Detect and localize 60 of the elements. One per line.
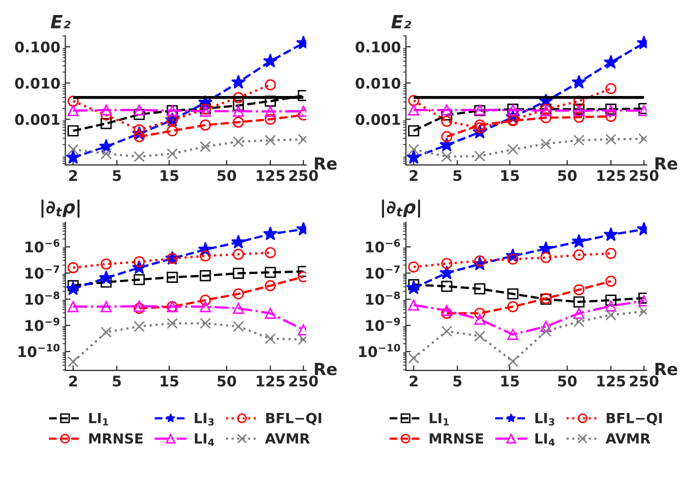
y-tick-label: 0.100 [15,41,60,53]
legend-label: LI$_{4}$ [535,433,555,446]
legend-label: LI$_{3}$ [535,413,554,426]
x-tick-label: 125 [597,170,626,182]
x-tick-label: 15 [160,170,178,182]
y-tick-label: 0.010 [15,78,60,89]
x-tick-label: 2 [410,170,418,181]
y-tick-label: 0.001 [15,114,60,125]
x-tick-label: 50 [218,376,236,387]
y-tick-label: 10$^{−10}$ [359,344,400,358]
x-tick-label: 50 [218,170,236,182]
y-tick-label: 10$^{−8}$ [366,291,400,305]
y-tick-label: 0.100 [356,41,400,53]
x-tick-label: 125 [597,376,626,387]
x-axis-title: Re [314,157,337,170]
legend-label: MRNSE [89,433,143,444]
x-tick-label: 50 [558,376,577,387]
y-axis-title: E₂ [50,15,71,28]
y-tick-label: 10$^{−6}$ [26,239,60,252]
x-tick-label: 125 [256,376,285,387]
x-tick-label: 50 [558,170,577,182]
x-tick-label: 15 [501,170,519,182]
y-tick-label: 10$^{−7}$ [366,265,400,279]
y-tick-label: 0.010 [356,78,400,89]
x-axis-title: Re [655,362,678,376]
legend-label: BFL−QI [266,412,322,426]
y-tick-label: 10$^{−6}$ [366,239,400,252]
legend-label: AVMR [265,433,310,444]
legend-label: LI$_{4}$ [194,433,214,446]
x-tick-label: 250 [630,376,658,387]
legend-label: LI$_{1}$ [430,413,449,426]
x-tick-label: 250 [289,376,318,387]
x-tick-label: 125 [256,170,285,182]
x-tick-label: 2 [69,376,77,386]
x-tick-label: 2 [69,170,77,181]
x-tick-label: 250 [630,170,658,182]
y-tick-label: 10$^{−10}$ [18,344,60,358]
y-axis-title: |∂$_{t}$ρ| [41,200,80,218]
x-tick-label: 250 [289,170,318,182]
legend-label: LI$_{3}$ [194,413,214,426]
y-tick-label: 0.001 [356,114,400,125]
y-tick-label: 10$^{−9}$ [366,318,400,332]
x-tick-label: 5 [453,376,462,387]
x-tick-label: 15 [160,376,178,387]
x-tick-label: 2 [410,376,418,386]
x-tick-label: 15 [501,376,519,387]
x-axis-title: Re [314,362,337,376]
legend-label: LI$_{1}$ [89,413,108,426]
legend-label: MRNSE [430,433,484,444]
y-tick-label: 10$^{−7}$ [26,265,60,279]
y-tick-label: 10$^{−9}$ [26,318,60,332]
y-axis-title: |∂$_{t}$ρ| [382,200,420,218]
x-axis-title: Re [655,157,678,170]
y-axis-title: E₂ [391,15,412,28]
x-tick-label: 5 [112,170,121,182]
y-tick-label: 10$^{−8}$ [26,291,60,305]
x-tick-label: 5 [453,170,462,182]
legend-label: AVMR [606,433,650,444]
x-tick-label: 5 [112,376,121,387]
legend-label: BFL−QI [606,412,662,426]
